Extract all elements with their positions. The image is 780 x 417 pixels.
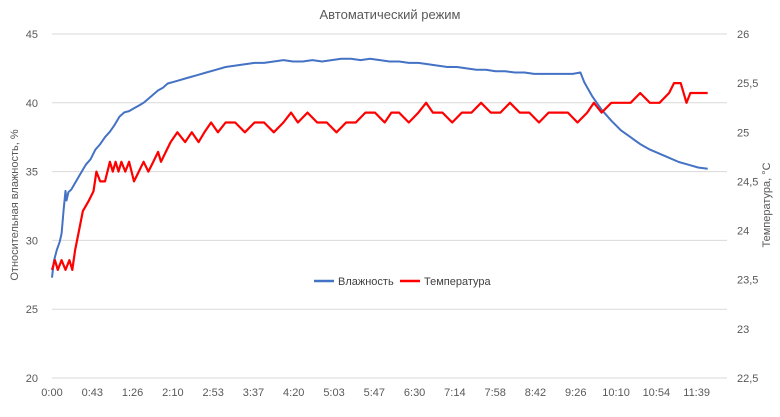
x-tick: 7:14 bbox=[444, 387, 465, 399]
x-tick: 9:26 bbox=[565, 387, 586, 399]
y-tick-right: 24 bbox=[737, 226, 749, 238]
y-tick-left: 25 bbox=[26, 304, 38, 316]
x-tick: 7:58 bbox=[484, 387, 505, 399]
x-tick: 6:30 bbox=[404, 387, 425, 399]
x-tick: 1:26 bbox=[122, 387, 143, 399]
x-tick: 4:20 bbox=[283, 387, 304, 399]
series-layer bbox=[50, 57, 708, 278]
series-line-humidity bbox=[51, 57, 708, 278]
y-tick-left: 20 bbox=[26, 373, 38, 385]
x-tick: 11:39 bbox=[683, 387, 710, 399]
y-axis-right-ticks: 22,5 23 23,5 24 24,5 25 25,5 26 bbox=[737, 29, 758, 385]
y-tick-right: 26 bbox=[737, 29, 749, 41]
legend-label-temperature: Температура bbox=[424, 276, 492, 288]
y-tick-left: 45 bbox=[26, 29, 38, 41]
y-tick-right: 24,5 bbox=[737, 176, 758, 188]
y-axis-left-label: Относительная влажность, % bbox=[9, 129, 21, 281]
x-tick: 10:10 bbox=[602, 387, 630, 399]
x-tick: 5:03 bbox=[323, 387, 344, 399]
legend: Влажность Температура bbox=[314, 276, 492, 288]
y-tick-right: 25 bbox=[737, 127, 749, 139]
y-tick-right: 25,5 bbox=[737, 78, 758, 90]
x-tick: 0:43 bbox=[82, 387, 103, 399]
y-tick-right: 23,5 bbox=[737, 275, 758, 287]
y-tick-left: 40 bbox=[26, 98, 38, 110]
y-axis-left-ticks: 20 25 30 35 40 45 bbox=[26, 29, 38, 385]
y-tick-right: 22,5 bbox=[737, 373, 758, 385]
series-line-temperature bbox=[50, 81, 708, 271]
x-tick: 0:00 bbox=[41, 387, 62, 399]
x-tick: 3:37 bbox=[243, 387, 264, 399]
gridlines bbox=[52, 33, 727, 379]
y-tick-left: 30 bbox=[26, 235, 38, 247]
x-tick: 8:42 bbox=[525, 387, 546, 399]
x-tick: 5:47 bbox=[364, 387, 385, 399]
x-axis-ticks: 0:00 0:43 1:26 2:10 2:53 3:37 4:20 5:03 5:47 6:30… bbox=[41, 387, 710, 399]
x-tick: 2:10 bbox=[162, 387, 183, 399]
y-axis-right-label: Температура, °С bbox=[761, 162, 773, 247]
legend-label-humidity: Влажность bbox=[338, 276, 394, 288]
chart-title: Автоматический режим bbox=[320, 7, 461, 22]
x-tick: 2:53 bbox=[202, 387, 223, 399]
x-tick: 10:54 bbox=[643, 387, 671, 399]
y-tick-right: 23 bbox=[737, 324, 749, 336]
y-tick-left: 35 bbox=[26, 167, 38, 179]
